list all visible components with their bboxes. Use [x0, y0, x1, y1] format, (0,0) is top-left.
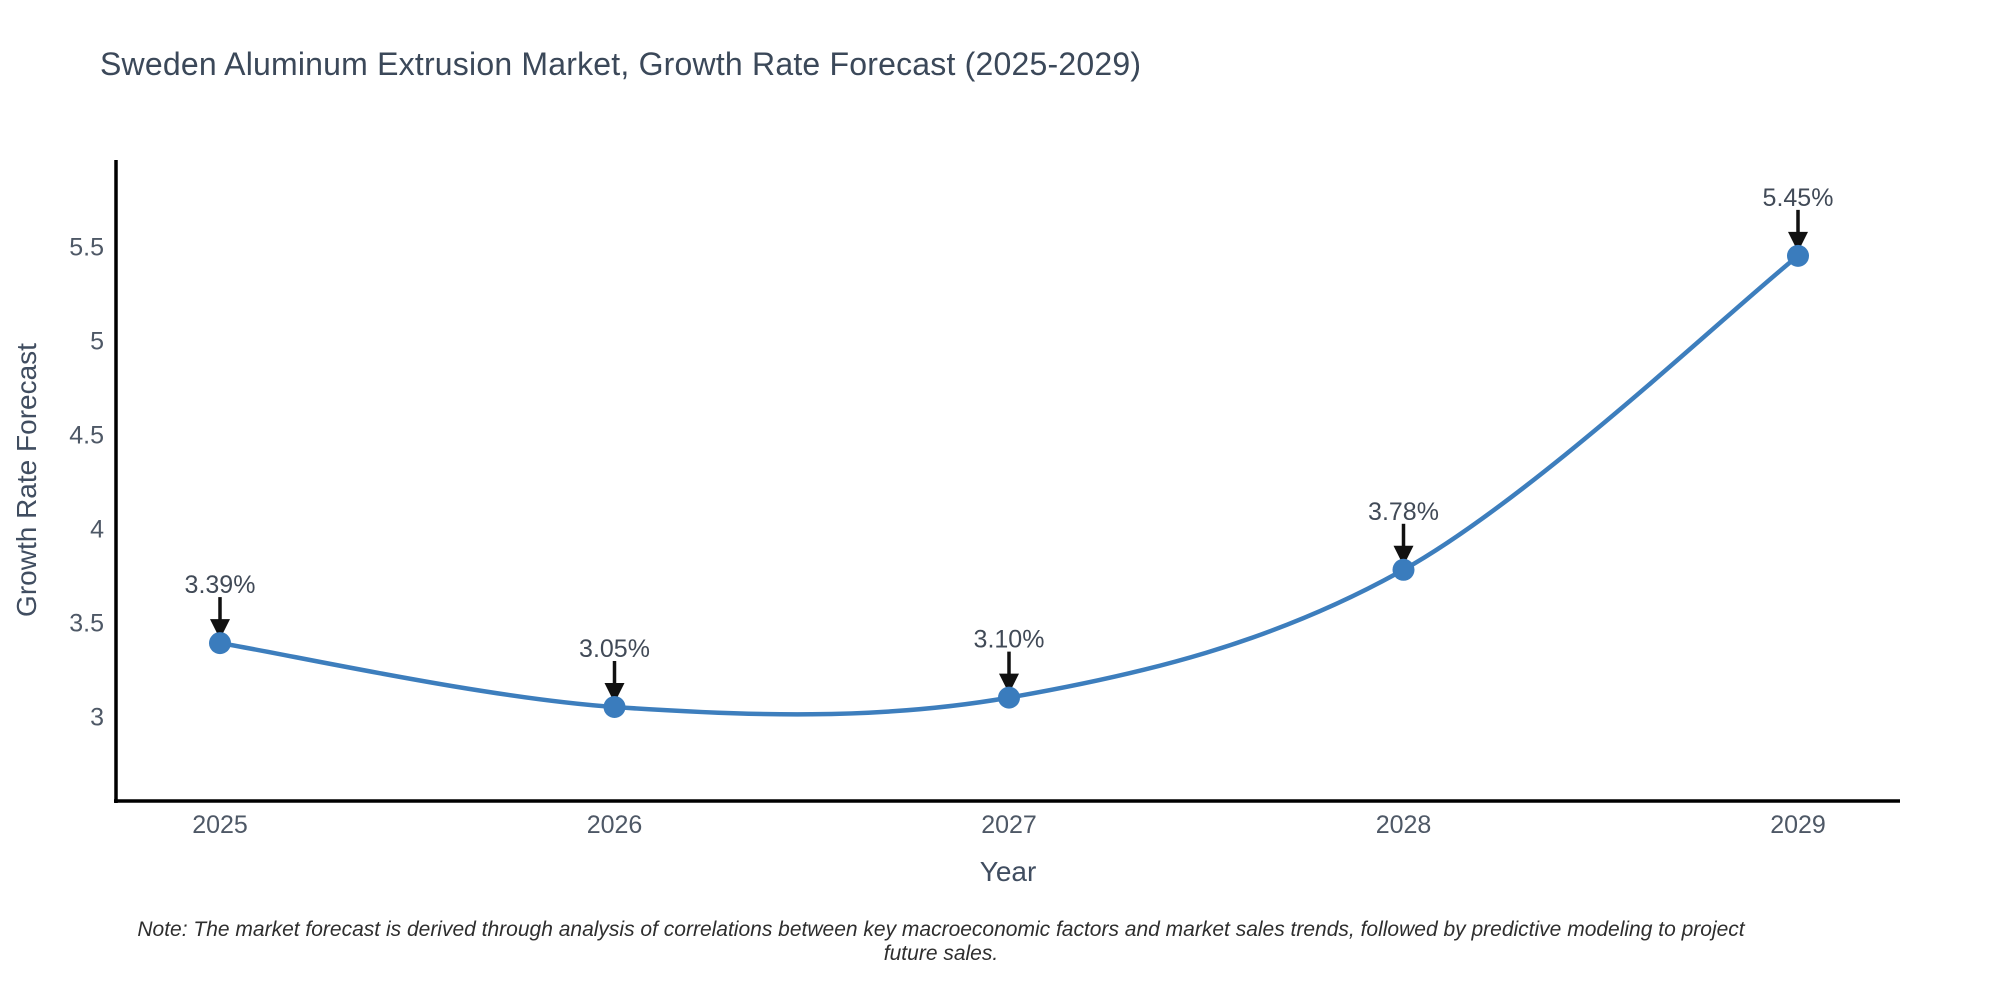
y-tick-label: 4 [90, 515, 104, 543]
data-point-marker[interactable] [998, 686, 1020, 709]
y-tick-label: 3.5 [69, 609, 104, 637]
annotation-arrow-head [1393, 545, 1414, 566]
data-point-marker[interactable] [1392, 558, 1415, 581]
annotation-label: 3.10% [974, 626, 1045, 654]
annotation-label: 3.05% [579, 635, 650, 663]
annotation-arrow-head [1788, 231, 1808, 252]
y-tick-label: 3 [90, 703, 104, 731]
annotation-label: 3.78% [1368, 498, 1439, 526]
chart-footnote: Note: The market forecast is derived thr… [137, 918, 1745, 965]
y-tick-label: 4.5 [69, 421, 104, 449]
data-point-marker[interactable] [1787, 244, 1809, 267]
annotation-arrow-head [210, 619, 230, 640]
x-tick-label: 2025 [192, 811, 248, 839]
x-tick-label: 2029 [1770, 811, 1826, 839]
annotation-label: 5.45% [1763, 184, 1834, 212]
chart-title: Sweden Aluminum Extrusion Market, Growth… [100, 46, 1142, 82]
y-tick-label: 5.5 [69, 233, 104, 261]
annotation-arrow-head [999, 673, 1019, 694]
x-tick-label: 2027 [981, 811, 1037, 839]
x-tick-label: 2028 [1376, 811, 1432, 839]
x-tick-label: 2026 [587, 811, 643, 839]
y-tick-label: 5 [90, 327, 104, 355]
data-point-marker[interactable] [603, 696, 626, 719]
annotation-label: 3.39% [185, 571, 256, 599]
data-point-marker[interactable] [209, 632, 231, 655]
annotation-arrow-head [604, 683, 625, 704]
x-axis-title: Year [979, 856, 1037, 887]
